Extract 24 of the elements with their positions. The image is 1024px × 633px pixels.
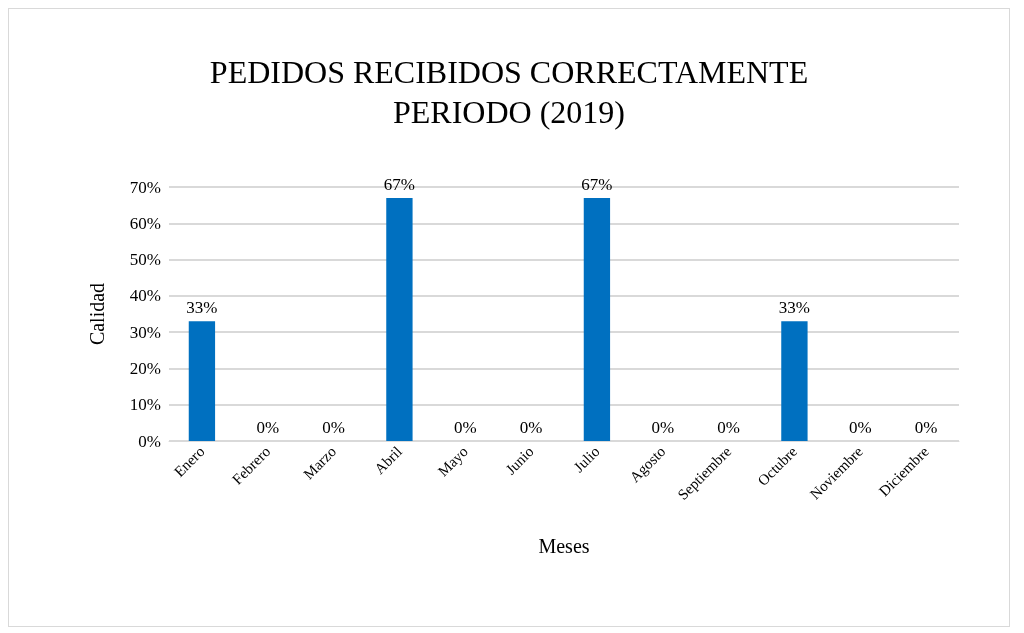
chart-title: PEDIDOS RECIBIDOS CORRECTAMENTE PERIODO (2019) — [209, 54, 809, 130]
data-label: 33% — [778, 298, 810, 318]
data-label: 0% — [848, 418, 872, 437]
data-label: 0% — [256, 418, 280, 437]
data-label: 0% — [651, 418, 675, 437]
y-tick-label: 40% — [129, 286, 161, 306]
data-label: 0% — [519, 418, 543, 437]
data-label: 0% — [322, 418, 345, 437]
y-axis-title: Calidad — [86, 282, 108, 346]
y-tick-label: 20% — [129, 358, 161, 378]
data-label: 0% — [453, 418, 477, 437]
y-tick-label: 0% — [138, 431, 161, 451]
y-tick-label: 50% — [129, 250, 161, 270]
data-label: 33% — [186, 298, 218, 318]
y-tick-label: 10% — [129, 395, 161, 415]
data-label: 0% — [717, 418, 740, 437]
y-tick-label: 70% — [129, 177, 161, 197]
x-axis-title: Meses — [538, 535, 590, 557]
data-label: 67% — [383, 174, 415, 194]
y-tick-label: 30% — [129, 322, 161, 342]
x-tick-label: Julio — [570, 443, 603, 476]
y-tick-label: 60% — [129, 213, 161, 233]
data-label: 0% — [914, 418, 938, 437]
data-label: 67% — [581, 174, 613, 194]
